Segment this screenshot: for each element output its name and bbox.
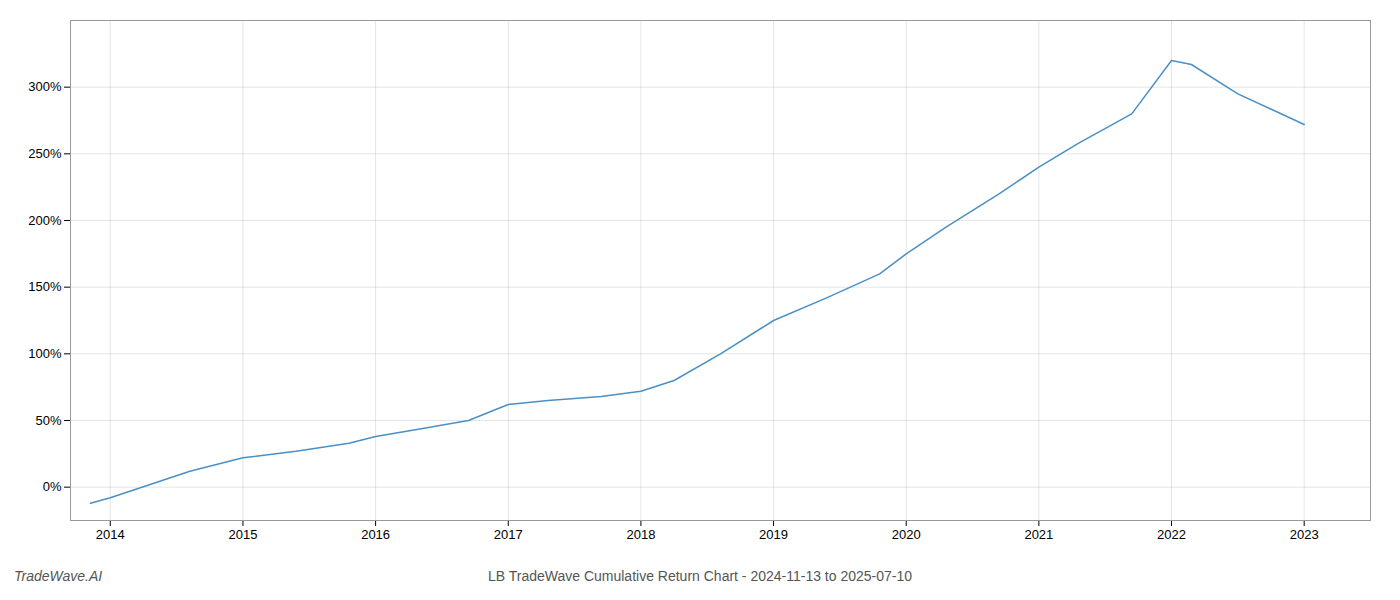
svg-text:2018: 2018: [626, 527, 655, 542]
svg-text:2014: 2014: [96, 527, 125, 542]
html-text:LB TradeWave Cumulative Return: LB TradeWave Cumulative Return Chart - 2…: [487, 568, 913, 584]
svg-text:2023: 2023: [1290, 527, 1319, 542]
svg-text:2022: 2022: [1157, 527, 1186, 542]
svg-text:2020: 2020: [892, 527, 921, 542]
svg-text:0%: 0%: [43, 479, 62, 494]
svg-text:50%: 50%: [35, 413, 61, 428]
svg-text:250%: 250%: [28, 146, 62, 161]
html-text:TradeWave.AI: TradeWave.AI: [14, 568, 103, 584]
svg-text:2017: 2017: [494, 527, 523, 542]
svg-text:100%: 100%: [28, 346, 62, 361]
svg-text:300%: 300%: [28, 79, 62, 94]
svg-text:150%: 150%: [28, 279, 62, 294]
svg-text:2021: 2021: [1024, 527, 1053, 542]
svg-text:2019: 2019: [759, 527, 788, 542]
svg-text:2016: 2016: [361, 527, 390, 542]
svg-text:200%: 200%: [28, 213, 62, 228]
svg-text:2015: 2015: [228, 527, 257, 542]
